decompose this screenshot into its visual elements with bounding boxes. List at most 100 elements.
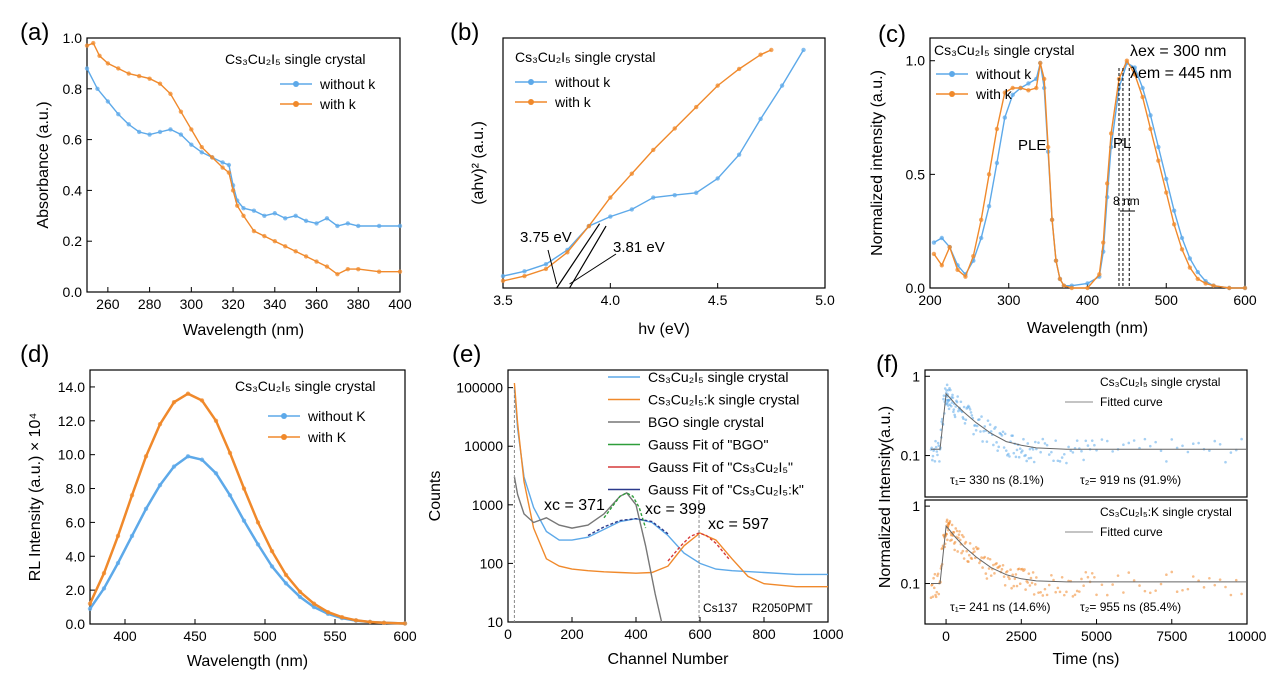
x-tick-label: 550 bbox=[323, 628, 347, 644]
decay-data-point bbox=[929, 596, 933, 599]
x-tick-label: 300 bbox=[180, 296, 204, 312]
decay-data-point bbox=[933, 572, 937, 576]
series-b-0-point bbox=[651, 195, 656, 200]
decay-data-point bbox=[931, 458, 934, 462]
decay-data-point bbox=[950, 538, 953, 542]
series-c-1-point bbox=[1026, 88, 1031, 93]
series-d-1-point bbox=[213, 418, 219, 423]
decay-data-point bbox=[963, 422, 967, 425]
decay-data-point bbox=[1010, 586, 1013, 590]
legend-e-2-label: BGO single crystal bbox=[648, 414, 764, 430]
series-d-1-point bbox=[255, 520, 261, 525]
panel-label-b: (b) bbox=[450, 19, 479, 46]
series-a-0-point bbox=[303, 218, 309, 224]
decay-data-point bbox=[1127, 571, 1131, 574]
series-a-1-point bbox=[314, 259, 319, 264]
x-tick-label: 500 bbox=[253, 628, 277, 644]
x-tick-label: 4.0 bbox=[601, 292, 621, 308]
decay-data-point bbox=[1084, 439, 1088, 443]
series-a-1-point bbox=[136, 73, 142, 79]
decay-data-point bbox=[995, 441, 998, 444]
y-axis-label: Counts bbox=[427, 471, 444, 522]
legend-e-5-label: Gauss Fit of "Cs₃Cu₂I₅:k" bbox=[648, 482, 804, 498]
decay-data-point bbox=[983, 555, 987, 559]
annotation-xc-597: xc = 597 bbox=[708, 516, 769, 533]
series-a-0 bbox=[86, 68, 400, 227]
series-e-0 bbox=[513, 387, 828, 576]
y-tick-label: 0.8 bbox=[63, 81, 83, 97]
y-tick-label: 0.1 bbox=[901, 448, 921, 464]
decay-data-point bbox=[967, 406, 971, 409]
decay-data-point bbox=[964, 540, 968, 544]
decay-data-point bbox=[1012, 584, 1016, 588]
x-axis-label: Channel Number bbox=[608, 651, 730, 668]
decay-data-point bbox=[965, 549, 969, 553]
decay-data-point bbox=[1082, 584, 1085, 587]
series-b-1 bbox=[502, 49, 772, 282]
decay-data-point bbox=[1009, 568, 1012, 572]
series-a-1-point bbox=[235, 203, 240, 208]
x-axis-label: hv (eV) bbox=[638, 321, 690, 338]
decay-data-point bbox=[1027, 456, 1031, 460]
x-axis-label: Wavelength (nm) bbox=[187, 653, 308, 670]
decay-data-point bbox=[945, 532, 948, 536]
series-b-1-point bbox=[500, 278, 506, 284]
series-c-1-point bbox=[947, 244, 952, 250]
decay-data-point bbox=[1075, 439, 1079, 442]
decay-data-point bbox=[1047, 583, 1051, 587]
series-c-0-point bbox=[1002, 115, 1008, 120]
legend-d-0-swatch-marker bbox=[281, 413, 287, 419]
decay-data-point bbox=[1116, 574, 1120, 577]
series-d-1-point bbox=[269, 548, 275, 554]
series-c-0-point bbox=[1156, 144, 1161, 150]
decay-data-point bbox=[1148, 591, 1152, 595]
series-d-1-point bbox=[311, 601, 317, 606]
decay-data-point bbox=[935, 450, 939, 453]
decay-data-point bbox=[939, 428, 943, 432]
series-d-1-point bbox=[297, 589, 303, 595]
decay-data-point bbox=[968, 542, 972, 545]
series-c-1-point bbox=[994, 126, 1000, 132]
decay-data-point bbox=[995, 562, 998, 565]
series-a-1-point bbox=[220, 165, 225, 170]
decay-data-point bbox=[1218, 443, 1222, 446]
series-c-1-point bbox=[963, 274, 968, 279]
series-d-1-point bbox=[199, 398, 205, 403]
annotation-xc-371: xc = 371 bbox=[544, 497, 605, 514]
series-a-1-point bbox=[226, 170, 232, 175]
decay-data-point bbox=[1154, 440, 1157, 444]
decay-data-point bbox=[1067, 445, 1070, 449]
series-c-1-point bbox=[978, 217, 984, 223]
x-tick-label: 280 bbox=[138, 296, 162, 312]
x-tick-label: 500 bbox=[1155, 292, 1179, 308]
series-c-1-point bbox=[1085, 285, 1090, 291]
decay-data-point bbox=[968, 408, 972, 411]
decay-data-point bbox=[1025, 459, 1028, 463]
decay-data-point bbox=[978, 418, 981, 421]
x-tick-label: 7500 bbox=[1156, 628, 1187, 644]
x-tick-label: 400 bbox=[388, 296, 412, 312]
plot-frame bbox=[86, 37, 401, 293]
series-c-1-point bbox=[1104, 181, 1110, 186]
series-b-0-point bbox=[715, 176, 720, 181]
series-c-0-point bbox=[1132, 65, 1137, 70]
series-a-1-point bbox=[230, 188, 236, 193]
decay-data-point bbox=[1045, 593, 1049, 597]
series-a-1-point bbox=[91, 40, 96, 46]
decay-data-point bbox=[962, 535, 965, 539]
subplot-frame-0 bbox=[924, 369, 1248, 498]
decay-data-point bbox=[1039, 450, 1042, 454]
x-tick-label: 380 bbox=[347, 296, 371, 312]
panel-c: (c) 200 300 400 500 600 0.0 0.5 1.0 λex = 300 nm λ… bbox=[869, 21, 1257, 337]
series-d-1-point bbox=[283, 572, 289, 578]
annotation-xc-399: xc = 399 bbox=[645, 501, 706, 518]
decay-data-point bbox=[1143, 437, 1147, 441]
decay-data-point bbox=[983, 425, 987, 428]
series-d-1-point bbox=[353, 618, 359, 623]
legend-a-0-swatch-marker bbox=[293, 81, 299, 87]
decay-data-point bbox=[1065, 461, 1068, 465]
y-tick-label: 0.2 bbox=[63, 233, 83, 249]
decay-data-point bbox=[954, 405, 958, 408]
series-c-1-point bbox=[1171, 222, 1177, 227]
y-axis-label: Absorbance (a.u.) bbox=[35, 101, 52, 228]
